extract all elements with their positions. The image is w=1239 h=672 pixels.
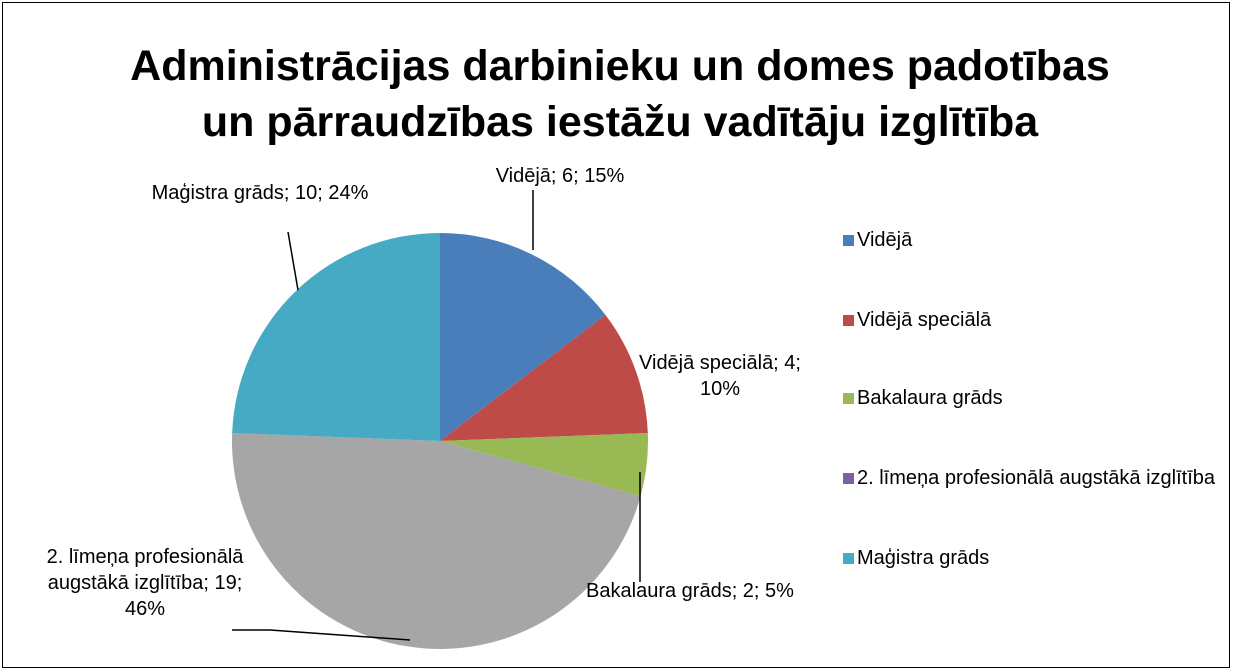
data-label: Maģistra grāds; 10; 24% [151,182,369,204]
legend-swatch [843,315,854,326]
pie-slice [231,433,641,649]
data-label: Vidējā speciālā; 4; 10% [639,352,801,400]
legend-swatch [843,235,854,246]
legend-label: Vidējā [857,229,913,251]
leader-line [287,231,299,291]
legend-swatch [843,393,854,404]
leader-lines [232,190,641,641]
data-label: 2. līmeņa profesionālā augstākā izglītīb… [46,546,244,620]
pie-slice [440,233,606,441]
pie-slice [232,233,440,441]
legend-label: 2. līmeņa profesionālā augstākā izglītīb… [857,467,1215,489]
leader-line [232,629,411,641]
legend-label: Vidējā speciālā [857,309,992,331]
pie-slice [440,314,648,441]
legend-label: Maģistra grāds [857,547,990,569]
data-label: Bakalaura grāds; 2; 5% [586,580,794,602]
legend-swatch [843,553,854,564]
pie-slice [440,433,648,497]
legend-label: Bakalaura grāds [857,387,1003,409]
data-label: Vidējā; 6; 15% [495,165,625,187]
chart-title: Administrācijas darbinieku un domes pado… [130,42,1110,146]
legend-swatch [843,473,854,484]
